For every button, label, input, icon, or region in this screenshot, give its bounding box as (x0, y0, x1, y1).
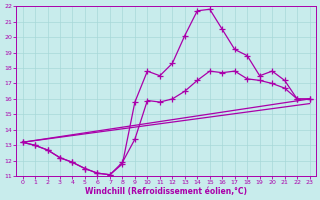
X-axis label: Windchill (Refroidissement éolien,°C): Windchill (Refroidissement éolien,°C) (85, 187, 247, 196)
